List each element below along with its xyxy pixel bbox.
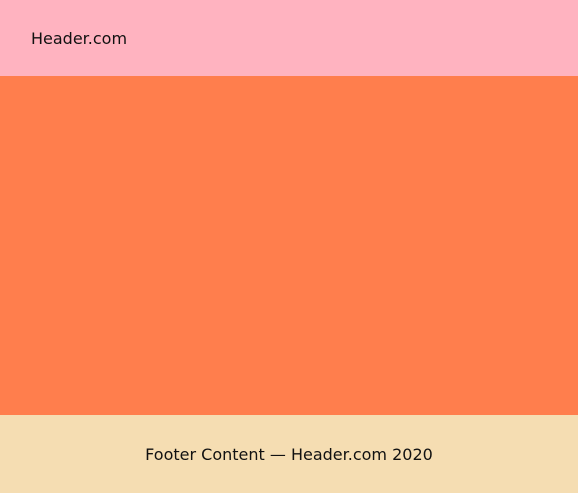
site-footer: Footer Content — Header.com 2020 xyxy=(0,415,578,493)
site-header: Header.com xyxy=(0,0,578,76)
footer-text: Footer Content — Header.com 2020 xyxy=(145,444,433,464)
main-content-area xyxy=(0,76,578,415)
header-title: Header.com xyxy=(31,28,128,48)
